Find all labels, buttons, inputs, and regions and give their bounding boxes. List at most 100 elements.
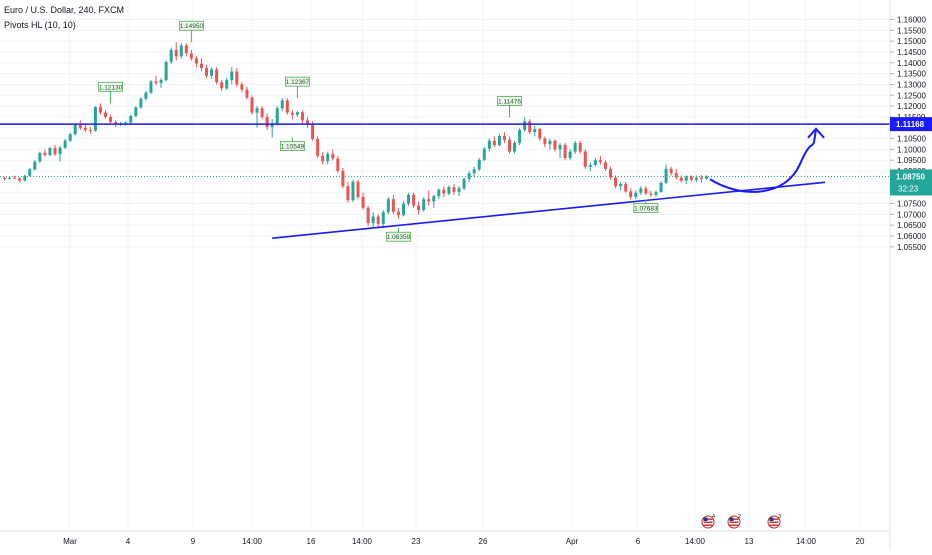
candle-body[interactable] [164, 61, 168, 81]
candle-body[interactable] [417, 205, 421, 211]
candle-body[interactable] [598, 160, 602, 163]
candle-body[interactable] [371, 216, 375, 224]
candle-body[interactable] [432, 196, 436, 202]
candle-body[interactable] [68, 134, 72, 141]
candle-body[interactable] [528, 121, 532, 133]
candle-body[interactable] [33, 161, 37, 170]
candle-body[interactable] [583, 151, 587, 167]
candle-body[interactable] [578, 142, 582, 152]
candle-body[interactable] [124, 122, 128, 124]
candle-body[interactable] [300, 112, 304, 121]
candle-body[interactable] [93, 106, 97, 131]
candle-body[interactable] [558, 145, 562, 150]
candle-body[interactable] [412, 194, 416, 206]
last-price-badge[interactable] [890, 169, 932, 196]
candles[interactable] [3, 42, 708, 229]
candle-body[interactable] [457, 188, 461, 192]
candle-body[interactable] [260, 108, 264, 117]
ascending-trendline[interactable] [272, 181, 826, 239]
candle-body[interactable] [169, 49, 173, 62]
candle-body[interactable] [699, 177, 703, 179]
candle-body[interactable] [629, 191, 633, 198]
candle-body[interactable] [437, 189, 441, 197]
candle-body[interactable] [184, 45, 188, 54]
candle-body[interactable] [331, 153, 335, 159]
candle-body[interactable] [664, 168, 668, 183]
candle-body[interactable] [114, 122, 118, 125]
candle-body[interactable] [644, 188, 648, 194]
candle-body[interactable] [275, 108, 279, 124]
candle-body[interactable] [482, 148, 486, 160]
candle-body[interactable] [129, 116, 133, 123]
candle-body[interactable] [73, 124, 77, 135]
candle-body[interactable] [573, 142, 577, 152]
candle-body[interactable] [452, 187, 456, 192]
projection-arrow-path[interactable] [709, 128, 817, 193]
candle-body[interactable] [361, 197, 365, 208]
candle-body[interactable] [83, 127, 87, 130]
candle-body[interactable] [250, 97, 254, 113]
candle-body[interactable] [593, 160, 597, 165]
time-axis[interactable]: Mar 4 9 14:00 16 14:00 23 26 Apr 6 14:00 13 14:00 20 [0, 530, 890, 546]
candle-body[interactable] [391, 199, 395, 212]
candle-body[interactable] [422, 199, 426, 211]
candle-body[interactable] [295, 112, 299, 115]
candle-body[interactable] [497, 135, 501, 146]
candle-body[interactable] [401, 203, 405, 216]
candle-body[interactable] [386, 199, 390, 213]
candle-body[interactable] [255, 108, 259, 113]
candle-body[interactable] [245, 89, 249, 98]
candle-body[interactable] [553, 140, 557, 150]
candle-body[interactable] [134, 107, 138, 117]
candle-body[interactable] [235, 71, 239, 85]
candle-body[interactable] [346, 186, 350, 201]
candle-body[interactable] [210, 69, 214, 76]
candle-body[interactable] [58, 147, 62, 155]
candle-body[interactable] [38, 152, 42, 162]
candle-body[interactable] [396, 211, 400, 216]
candle-body[interactable] [669, 168, 673, 174]
candle-body[interactable] [634, 192, 638, 198]
candle-body[interactable] [548, 140, 552, 145]
candle-body[interactable] [351, 181, 355, 201]
candle-body[interactable] [63, 140, 67, 148]
indicator-title[interactable]: Pivots HL (10, 10) [4, 20, 76, 30]
candle-body[interactable] [174, 49, 178, 57]
candle-body[interactable] [321, 155, 325, 162]
candle-body[interactable] [43, 152, 47, 156]
symbol-title[interactable]: Euro / U.S. Dollar, 240, FXCM [4, 5, 125, 15]
candle-body[interactable] [674, 173, 678, 178]
candle-body[interactable] [149, 81, 153, 93]
candle-body[interactable] [53, 148, 57, 155]
candle-body[interactable] [154, 81, 158, 84]
event-markers[interactable]: 4 2 3 [701, 514, 781, 529]
candle-body[interactable] [179, 45, 183, 57]
candle-body[interactable] [376, 216, 380, 224]
candle-body[interactable] [88, 129, 92, 131]
candle-body[interactable] [336, 158, 340, 172]
candle-body[interactable] [704, 176, 708, 179]
candle-body[interactable] [78, 124, 82, 128]
candle-body[interactable] [311, 124, 315, 140]
candle-body[interactable] [98, 106, 102, 113]
candle-body[interactable] [609, 168, 613, 178]
candle-body[interactable] [649, 193, 653, 195]
candle-body[interactable] [533, 129, 537, 133]
candle-body[interactable] [220, 82, 224, 89]
candle-body[interactable] [270, 123, 274, 127]
candle-body[interactable] [563, 145, 567, 159]
candle-body[interactable] [189, 53, 193, 59]
candle-body[interactable] [467, 173, 471, 179]
candle-body[interactable] [104, 112, 108, 117]
candle-body[interactable] [588, 164, 592, 167]
candle-body[interactable] [159, 80, 163, 84]
level-price-badge[interactable] [890, 117, 932, 132]
candle-body[interactable] [538, 129, 542, 139]
us-flag-icon[interactable]: 2 [727, 514, 741, 529]
candle-body[interactable] [689, 176, 693, 180]
candle-body[interactable] [462, 178, 466, 189]
candle-body[interactable] [240, 84, 244, 90]
candle-body[interactable] [694, 177, 698, 180]
